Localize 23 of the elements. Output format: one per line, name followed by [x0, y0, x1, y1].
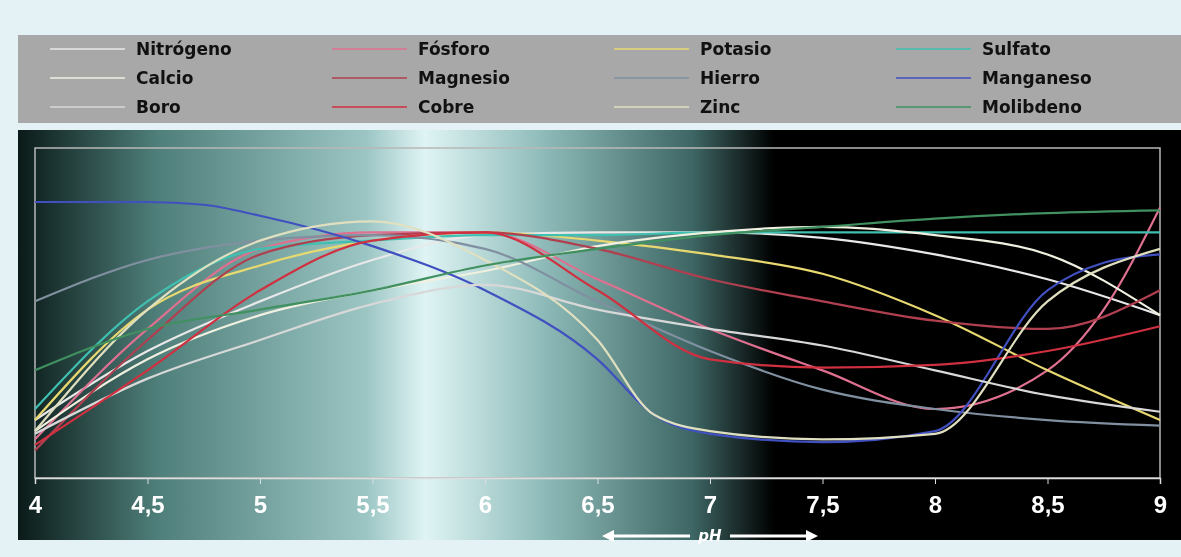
x-tick-label: 7,5 [806, 491, 840, 519]
x-tick-label: 5 [253, 491, 268, 519]
x-tick-label: 6,5 [581, 491, 615, 519]
x-tick-label: 9 [1153, 491, 1168, 519]
legend-label: Zinc [700, 97, 741, 117]
legend-label: Magnesio [418, 68, 510, 88]
legend-label: Calcio [136, 68, 194, 88]
x-tick-label: 7 [703, 491, 718, 519]
legend-label: Nitrógeno [136, 39, 232, 59]
x-tick-label: 8 [928, 491, 943, 519]
legend-label: Cobre [418, 97, 475, 117]
x-tick-label: 5,5 [356, 491, 390, 519]
x-tick-label: 6 [478, 491, 493, 519]
x-tick-label: 8,5 [1031, 491, 1065, 519]
legend-label: Fósforo [418, 39, 490, 59]
legend-label: Hierro [700, 68, 761, 88]
legend-label: Manganeso [982, 68, 1092, 88]
legend-label: Molibdeno [982, 97, 1082, 117]
legend-label: Sulfato [982, 39, 1051, 59]
legend-label: Boro [136, 97, 181, 117]
legend-label: Potasio [700, 39, 772, 59]
x-tick-label: 4 [28, 491, 43, 519]
x-tick-label: 4,5 [131, 491, 165, 519]
